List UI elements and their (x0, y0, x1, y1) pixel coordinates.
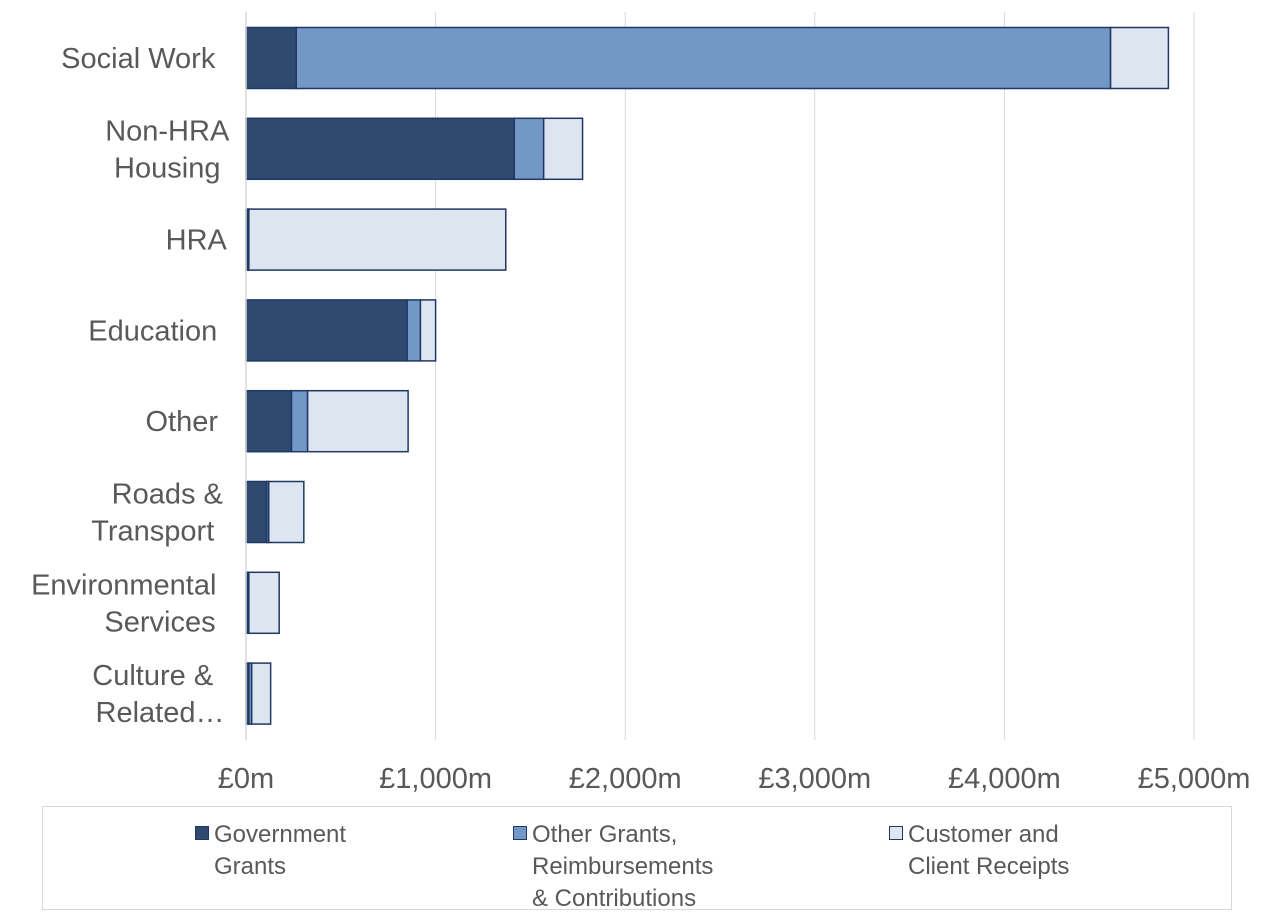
category-label-environmental-services: Environmental Services (31, 569, 216, 638)
bar-other-other-grants-reimbursements-contributions (290, 389, 309, 453)
legend-swatch-customer-receipts (889, 826, 903, 840)
category-label-culture-related: Culture & Related… (92, 660, 224, 729)
bar-social-work-government-grants (245, 26, 297, 90)
legend-label-customer-receipts: Customer and Client Receipts (908, 821, 1070, 880)
bar-hra-customer-and-client-receipts (248, 208, 507, 271)
bar-non-hra-housing-government-grants (245, 117, 516, 181)
legend-swatch-other-grants (513, 826, 527, 840)
legend: Government Grants Other Grants, Reimburs… (42, 806, 1232, 912)
x-tick-label: £5,000m (1138, 763, 1251, 795)
legend-label-other-grants: Other Grants, Reimbursements & Contribut… (532, 821, 714, 912)
bar-social-work-customer-and-client-receipts (1109, 26, 1170, 90)
x-tick-label: £0m (218, 763, 274, 795)
bar-roads-transport-government-grants (245, 480, 268, 544)
category-label-non-hra-housing: Non-HRA Housing (105, 115, 230, 184)
category-label-roads-transport: Roads & Transport (91, 479, 223, 548)
bars (245, 26, 1170, 725)
category-label-education: Education (88, 315, 217, 347)
bar-education-government-grants (245, 299, 408, 362)
bar-other-government-grants (245, 389, 293, 453)
legend-swatch-government-grants (195, 826, 209, 840)
gridlines (435, 12, 1195, 740)
bar-education-customer-and-client-receipts (419, 299, 437, 362)
bar-roads-transport-customer-and-client-receipts (268, 480, 305, 544)
x-tick-label: £3,000m (758, 763, 871, 795)
legend-label-government-grants: Government Grants (214, 821, 347, 880)
bar-non-hra-housing-other-grants-reimbursements-contributions (513, 117, 545, 181)
x-tick-label: £1,000m (379, 763, 492, 795)
legend-item-customer-receipts: Customer and Client Receipts (889, 819, 1069, 883)
x-tick-label: £2,000m (569, 763, 682, 795)
bar-education-other-grants-reimbursements-contributions (406, 299, 422, 362)
bar-culture-related-customer-and-client-receipts (250, 662, 272, 725)
bar-social-work-other-grants-reimbursements-contributions (295, 26, 1112, 90)
bar-environmental-services-customer-and-client-receipts (248, 571, 280, 635)
category-label-social-work: Social Work (61, 43, 216, 75)
stacked-bar-chart: £0m £1,000m £2,000m £3,000m £4,000m £5,000m So… (31, 12, 1250, 795)
category-label-hra: HRA (166, 225, 228, 257)
x-tick-label: £4,000m (948, 763, 1061, 795)
labels: £0m £1,000m £2,000m £3,000m £4,000m £5,000m So… (31, 43, 1250, 795)
legend-item-government-grants: Government Grants (195, 819, 346, 883)
category-label-other: Other (145, 406, 218, 438)
bar-other-customer-and-client-receipts (306, 389, 409, 453)
bar-non-hra-housing-customer-and-client-receipts (542, 117, 584, 181)
legend-item-other-grants: Other Grants, Reimbursements & Contribut… (513, 819, 713, 915)
